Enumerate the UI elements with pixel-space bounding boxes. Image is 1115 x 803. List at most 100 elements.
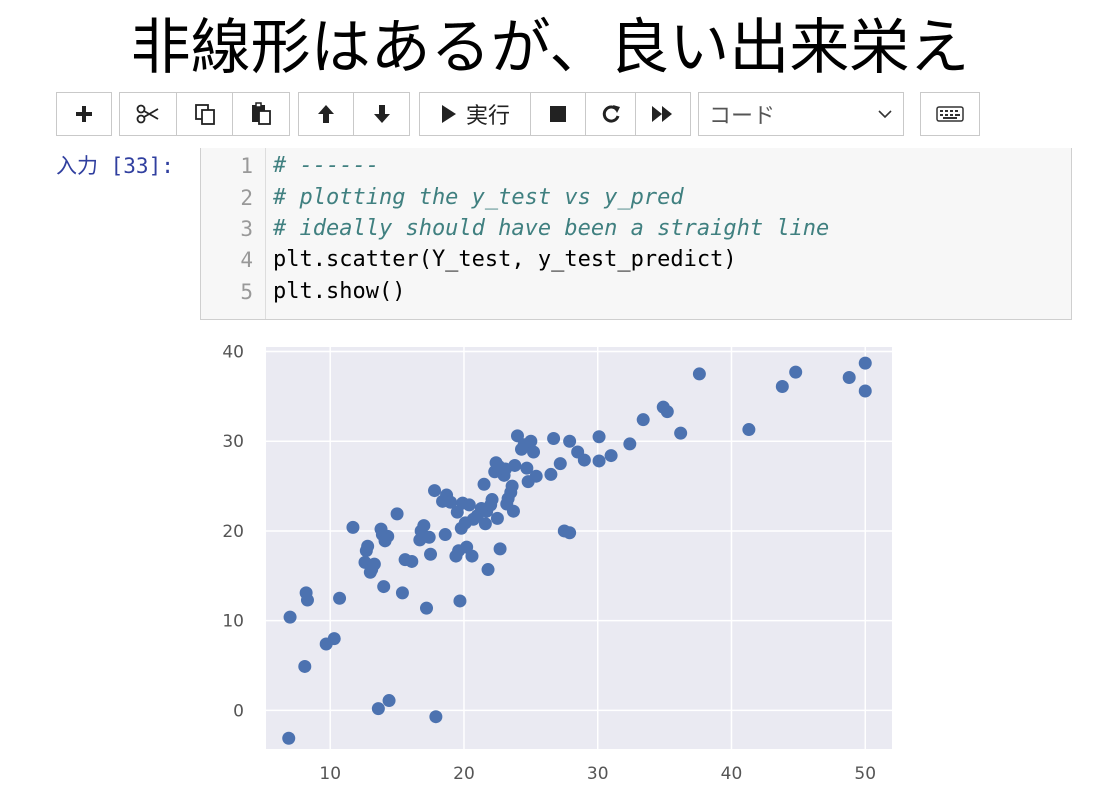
scatter-point [429, 710, 443, 724]
scatter-point [520, 461, 534, 475]
code-cell[interactable]: 1 2 3 4 5 # ------ # plotting the y_test… [200, 148, 1072, 320]
y-tick-labels: 0 10 20 30 40 [222, 342, 244, 721]
x-tick-label: 40 [721, 764, 743, 784]
scatter-point [563, 434, 577, 448]
scatter-point [544, 467, 558, 481]
y-tick-label: 10 [222, 612, 244, 632]
scatter-point [527, 445, 541, 459]
scatter-point [636, 413, 650, 427]
scatter-point [858, 356, 872, 370]
plot-background [266, 347, 892, 749]
scatter-points [282, 356, 872, 745]
scatter-point [405, 554, 419, 568]
insert-cell-button[interactable] [56, 92, 112, 136]
scatter-point [346, 520, 360, 534]
line-number: 4 [240, 248, 253, 272]
line-number: 1 [240, 154, 253, 178]
line-number: 3 [240, 217, 253, 241]
scatter-point [465, 549, 479, 563]
scatter-point [842, 371, 856, 385]
scatter-point [553, 457, 567, 471]
interrupt-button[interactable] [531, 92, 586, 136]
code-line: # ------ [273, 153, 379, 178]
restart-run-all-button[interactable] [636, 92, 691, 136]
copy-icon [194, 104, 215, 125]
scatter-point [462, 498, 476, 512]
scatter-point [742, 423, 756, 437]
scatter-point [377, 580, 391, 594]
scatter-point [417, 519, 431, 533]
scatter-point [333, 591, 347, 605]
scatter-point [428, 484, 442, 498]
scatter-point [477, 477, 491, 491]
scatter-point [327, 632, 341, 646]
x-tick-label: 50 [854, 764, 876, 784]
scatter-point [660, 405, 674, 419]
scatter-point [493, 542, 507, 556]
y-tick-label: 0 [233, 701, 244, 721]
slide-title: 非線形はあるが、良い出来栄え [130, 13, 970, 83]
scatter-point [478, 517, 492, 531]
scatter-point [485, 493, 499, 507]
scatter-point [424, 547, 438, 561]
arrow-down-icon [373, 105, 390, 123]
scatter-point [775, 379, 789, 393]
copy-cell-button[interactable] [177, 92, 233, 136]
restart-icon [602, 105, 620, 123]
code-line: # plotting the y_test vs y_pred [273, 185, 684, 210]
code-line: plt.scatter(Y_test, y_test_predict) [273, 247, 737, 272]
scatter-point [674, 426, 688, 440]
plus-icon [76, 106, 92, 122]
scatter-point [510, 429, 524, 443]
scatter-point [444, 495, 458, 509]
move-up-button[interactable] [298, 92, 354, 136]
scatter-point [577, 453, 591, 467]
scatter-point [282, 731, 296, 745]
scatter-point [692, 367, 706, 381]
scatter-point [524, 434, 538, 448]
scatter-point [505, 479, 519, 493]
scatter-point [604, 449, 618, 463]
chevron-down-icon [878, 110, 892, 119]
y-tick-label: 40 [222, 342, 244, 362]
scatter-point [529, 469, 543, 483]
scatter-plot-output: 10 20 30 40 50 0 10 20 30 40 [222, 342, 892, 784]
scatter-point [300, 593, 314, 607]
line-number: 5 [240, 280, 253, 304]
arrow-up-icon [318, 105, 334, 123]
play-icon [441, 105, 456, 123]
scatter-point [298, 659, 312, 673]
cell-type-select[interactable]: コード [698, 92, 904, 136]
code-line: # ideally should have been a straight li… [273, 216, 830, 241]
scatter-point [371, 702, 385, 716]
cut-cell-button[interactable] [119, 92, 177, 136]
scatter-point [453, 594, 467, 608]
run-button[interactable]: 実行 [419, 92, 531, 136]
code-line: plt.show() [273, 279, 406, 304]
command-palette-button[interactable] [920, 92, 980, 136]
stop-icon [550, 106, 566, 122]
keyboard-icon [936, 106, 964, 122]
scatter-point [789, 365, 803, 379]
scatter-point [438, 528, 452, 542]
scatter-point [592, 430, 606, 444]
scatter-point [381, 529, 395, 543]
line-number-gutter [201, 148, 266, 319]
y-tick-label: 20 [222, 522, 244, 542]
scatter-point [420, 601, 434, 615]
scatter-point [361, 539, 375, 553]
run-label: 実行 [465, 104, 510, 129]
scatter-point [390, 507, 404, 521]
scissors-icon [136, 104, 159, 124]
scatter-point [858, 384, 872, 398]
scatter-point [563, 526, 577, 540]
scatter-point [382, 694, 396, 708]
restart-kernel-button[interactable] [586, 92, 636, 136]
paste-icon [252, 102, 271, 125]
scatter-point [506, 504, 520, 518]
scatter-point [508, 458, 522, 472]
move-down-button[interactable] [354, 92, 410, 136]
paste-cell-button[interactable] [233, 92, 290, 136]
scatter-point [592, 454, 606, 468]
scatter-point [367, 557, 381, 571]
